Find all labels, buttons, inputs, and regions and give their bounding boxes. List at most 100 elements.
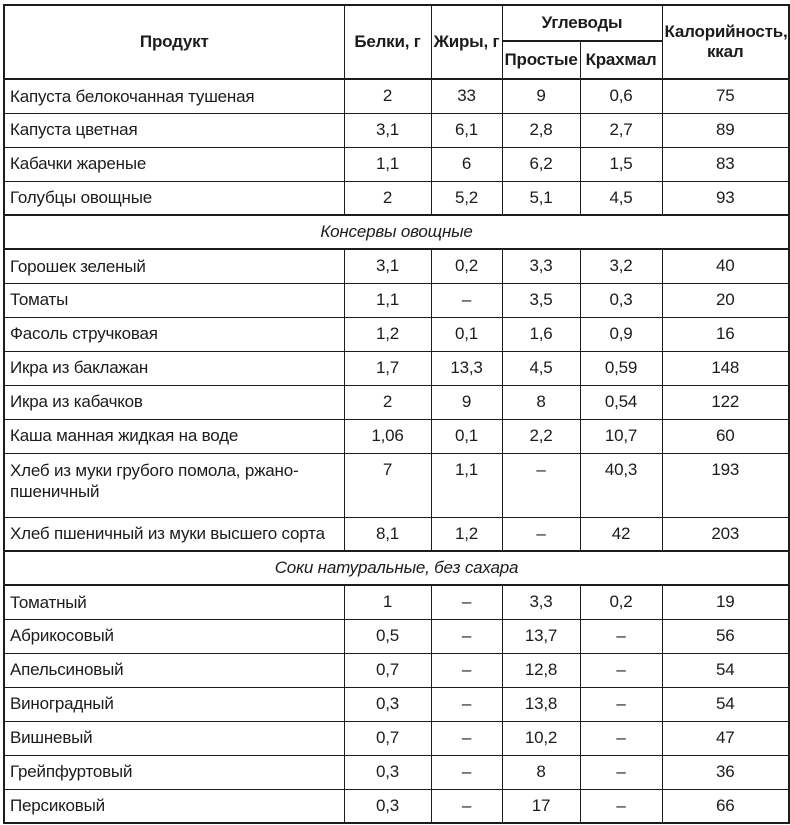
- cell-product: Капуста белокочанная тушеная: [3, 78, 345, 114]
- cell-protein: 1: [343, 584, 432, 620]
- cell-starch: 0,54: [579, 384, 663, 420]
- cell-product: Каша манная жидкая на воде: [3, 418, 345, 454]
- cell-starch: 40,3: [579, 452, 663, 518]
- cell-fat: 5,2: [430, 180, 503, 216]
- cell-protein: 2: [343, 180, 432, 216]
- cell-protein: 0,5: [343, 618, 432, 654]
- cell-calories: 75: [661, 78, 790, 114]
- cell-simple: 13,8: [501, 686, 581, 722]
- table-row: Вишневый 0,7–10,2–47: [3, 720, 790, 756]
- cell-starch: 1,5: [579, 146, 663, 182]
- section-row: Консервы овощные: [3, 214, 790, 250]
- table-row: Апельсиновый 0,7–12,8–54: [3, 652, 790, 688]
- table-row: Голубцы овощные 2 5,2 5,1 4,5 93: [3, 180, 790, 216]
- cell-fat: –: [430, 788, 503, 824]
- cell-protein: 1,2: [343, 316, 432, 352]
- cell-starch: –: [579, 618, 663, 654]
- table-row: Персиковый 0,3–17–66: [3, 788, 790, 824]
- table-row: Каша манная жидкая на воде 1,06 0,1 2,2 10,7…: [3, 418, 790, 454]
- cell-calories: 122: [661, 384, 790, 420]
- cell-product: Горошек зеленый: [3, 248, 345, 284]
- cell-simple: 12,8: [501, 652, 581, 688]
- cell-starch: 0,59: [579, 350, 663, 386]
- cell-simple: –: [501, 516, 581, 552]
- cell-fat: 0,1: [430, 418, 503, 454]
- table-row: Фасоль стручковая 1,2 0,1 1,6 0,9 16: [3, 316, 790, 352]
- cell-simple: 3,3: [501, 584, 581, 620]
- cell-simple: 5,1: [501, 180, 581, 216]
- cell-starch: –: [579, 754, 663, 790]
- cell-starch: 2,7: [579, 112, 663, 148]
- cell-simple: 8: [501, 754, 581, 790]
- cell-calories: 40: [661, 248, 790, 284]
- table-row: Кабачки жареные 1,1 6 6,2 1,5 83: [3, 146, 790, 182]
- cell-starch: –: [579, 686, 663, 722]
- cell-calories: 20: [661, 282, 790, 318]
- cell-calories: 60: [661, 418, 790, 454]
- cell-simple: 17: [501, 788, 581, 824]
- cell-starch: 0,6: [579, 78, 663, 114]
- cell-protein: 0,7: [343, 652, 432, 688]
- cell-fat: –: [430, 686, 503, 722]
- cell-protein: 1,1: [343, 282, 432, 318]
- cell-fat: 33: [430, 78, 503, 114]
- table-row: Хлеб пшеничный из муки высшего сорта 8,1 1…: [3, 516, 790, 552]
- cell-protein: 3,1: [343, 112, 432, 148]
- cell-fat: 13,3: [430, 350, 503, 386]
- table-row: Томатный 1–3,3 0,2 19: [3, 584, 790, 620]
- cell-protein: 1,1: [343, 146, 432, 182]
- cell-product: Икра из баклажан: [3, 350, 345, 386]
- cell-calories: 66: [661, 788, 790, 824]
- header-fat: Жиры, г: [430, 4, 503, 80]
- cell-starch: 42: [579, 516, 663, 552]
- cell-product: Томаты: [3, 282, 345, 318]
- cell-starch: 3,2: [579, 248, 663, 284]
- cell-starch: 0,9: [579, 316, 663, 352]
- cell-product: Персиковый: [3, 788, 345, 824]
- cell-starch: –: [579, 720, 663, 756]
- cell-starch: –: [579, 652, 663, 688]
- table-body: Капуста белокочанная тушеная 2 33 9 0,6 75 Кап…: [3, 78, 790, 824]
- cell-fat: –: [430, 652, 503, 688]
- table-row: Томаты 1,1–3,5 0,3 20: [3, 282, 790, 318]
- cell-product: Капуста цветная: [3, 112, 345, 148]
- cell-protein: 8,1: [343, 516, 432, 552]
- table-row: Икра из кабачков 2 9 8 0,54 122: [3, 384, 790, 420]
- header-carbs-starch: Крахмал: [579, 40, 663, 80]
- section-label: Консервы овощные: [3, 214, 790, 250]
- cell-calories: 83: [661, 146, 790, 182]
- cell-protein: 0,3: [343, 754, 432, 790]
- cell-product: Икра из кабачков: [3, 384, 345, 420]
- cell-starch: 0,2: [579, 584, 663, 620]
- cell-protein: 2: [343, 384, 432, 420]
- cell-fat: 6,1: [430, 112, 503, 148]
- table-row: Грейпфуртовый 0,3–8–36: [3, 754, 790, 790]
- cell-simple: 1,6: [501, 316, 581, 352]
- cell-starch: 10,7: [579, 418, 663, 454]
- cell-simple: 10,2: [501, 720, 581, 756]
- section-row: Соки натуральные, без сахара: [3, 550, 790, 586]
- cell-product: Виноградный: [3, 686, 345, 722]
- header-carbs-simple: Простые: [501, 40, 581, 80]
- table-row: Икра из баклажан 1,7 13,3 4,5 0,59 148: [3, 350, 790, 386]
- cell-product: Кабачки жареные: [3, 146, 345, 182]
- cell-product: Апельсиновый: [3, 652, 345, 688]
- cell-protein: 0,3: [343, 788, 432, 824]
- cell-protein: 1,7: [343, 350, 432, 386]
- table-row: Абрикосовый 0,5–13,7–56: [3, 618, 790, 654]
- cell-simple: 4,5: [501, 350, 581, 386]
- cell-fat: 1,1: [430, 452, 503, 518]
- cell-simple: 6,2: [501, 146, 581, 182]
- cell-fat: –: [430, 584, 503, 620]
- cell-fat: –: [430, 720, 503, 756]
- cell-calories: 203: [661, 516, 790, 552]
- cell-fat: 0,1: [430, 316, 503, 352]
- table-row: Капуста цветная 3,1 6,1 2,8 2,7 89: [3, 112, 790, 148]
- cell-protein: 3,1: [343, 248, 432, 284]
- table-row: Горошек зеленый 3,1 0,2 3,3 3,2 40: [3, 248, 790, 284]
- cell-fat: 9: [430, 384, 503, 420]
- cell-fat: 1,2: [430, 516, 503, 552]
- cell-calories: 47: [661, 720, 790, 756]
- cell-calories: 19: [661, 584, 790, 620]
- cell-product: Абрикосовый: [3, 618, 345, 654]
